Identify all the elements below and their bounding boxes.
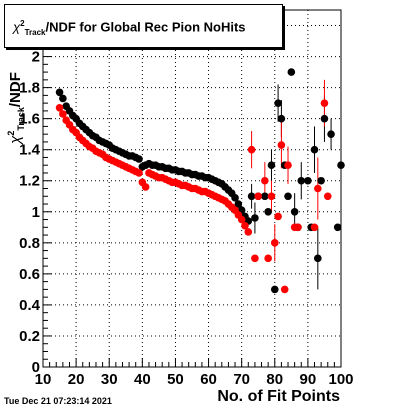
data-point: [247, 192, 256, 201]
x-tick-label: 40: [134, 371, 151, 388]
axis-ticks: [42, 17, 342, 368]
data-point: [284, 161, 292, 170]
data-point: [141, 183, 150, 191]
y-tick-label: 1.2: [19, 173, 40, 190]
data-point: [247, 145, 256, 154]
chart-title: χ2Track/NDF for Global Rec Pion NoHits: [13, 19, 246, 37]
data-point: [317, 176, 325, 185]
data-point: [55, 88, 64, 97]
x-tick-label: 20: [68, 371, 85, 388]
x-tick-label: 60: [200, 371, 217, 388]
y-tick-label: 0.6: [19, 266, 40, 283]
data-point: [294, 223, 302, 232]
y-tick-label: 1: [32, 204, 40, 221]
data-point: [261, 176, 269, 185]
data-point: [314, 254, 322, 263]
data-point: [55, 103, 64, 112]
x-tick-label: 50: [167, 371, 184, 388]
data-point: [254, 192, 263, 201]
y-tick-label: 1.4: [19, 142, 41, 159]
data-point: [270, 285, 279, 294]
data-point: [267, 161, 276, 170]
data-point: [135, 169, 143, 177]
data-point: [290, 207, 299, 216]
data-point: [267, 192, 276, 201]
tick-labels: 10 20 30 40 50 60 70 80 90 100 0 0.2 0.4 0.6 0.8 1 1.2 1.…: [19, 18, 353, 388]
data-point: [274, 99, 282, 107]
data-point: [277, 141, 286, 149]
timestamp: Tue Dec 21 07:23:14 2021: [4, 396, 112, 406]
data-point: [231, 194, 239, 202]
data-point: [264, 254, 272, 263]
data-point: [270, 239, 279, 247]
data-point: [59, 94, 67, 103]
y-tick-label: 2: [32, 49, 40, 66]
y-tick-label: 0.4: [19, 297, 41, 314]
chart-title-rest: /NDF for Global Rec Pion NoHits: [45, 19, 246, 35]
data-point: [320, 114, 329, 123]
chart-title-sup: 2: [20, 19, 25, 28]
y-tick-label: 0.8: [19, 235, 40, 252]
chart-title-box: χ2Track/NDF for Global Rec Pion NoHits: [4, 4, 283, 48]
y-axis-label: χ2Track/NDF: [6, 72, 26, 146]
data-point: [251, 214, 259, 222]
x-tick-label: 80: [266, 371, 283, 388]
data-point: [297, 176, 306, 185]
x-tick-label: 10: [35, 371, 52, 388]
x-tick-label: 90: [300, 371, 317, 388]
data-point: [59, 110, 67, 118]
data-point: [333, 223, 342, 232]
data-point: [274, 212, 282, 221]
x-tick-label: 70: [233, 371, 250, 388]
chart-title-symbol: χ: [13, 19, 21, 35]
data-point: [323, 192, 332, 201]
data-point: [327, 130, 335, 138]
x-tick-label: 100: [328, 371, 353, 388]
data-point: [314, 184, 322, 193]
data-points: [55, 37, 345, 294]
chart-title-sub: Track: [24, 27, 46, 37]
y-tick-label: 0.2: [19, 328, 40, 345]
data-point: [237, 215, 246, 224]
x-axis-label: No. of Fit Points: [217, 388, 340, 405]
data-point: [310, 145, 319, 154]
y-tick-label: 0: [32, 359, 40, 376]
y-tick-label: 1.8: [19, 80, 40, 97]
data-point: [320, 99, 329, 107]
data-point: [280, 285, 289, 294]
x-tick-label: 30: [101, 371, 118, 388]
data-point: [284, 192, 292, 201]
data-point: [310, 223, 319, 232]
data-point: [261, 192, 269, 201]
data-point: [234, 200, 243, 208]
data-point: [244, 228, 253, 236]
data-point: [304, 176, 312, 185]
data-point: [135, 155, 143, 163]
y-tick-label: 1.6: [19, 111, 40, 128]
data-point: [251, 254, 259, 263]
data-point: [277, 114, 286, 123]
data-point: [264, 207, 272, 216]
data-point: [287, 68, 296, 76]
data-point: [241, 221, 249, 230]
